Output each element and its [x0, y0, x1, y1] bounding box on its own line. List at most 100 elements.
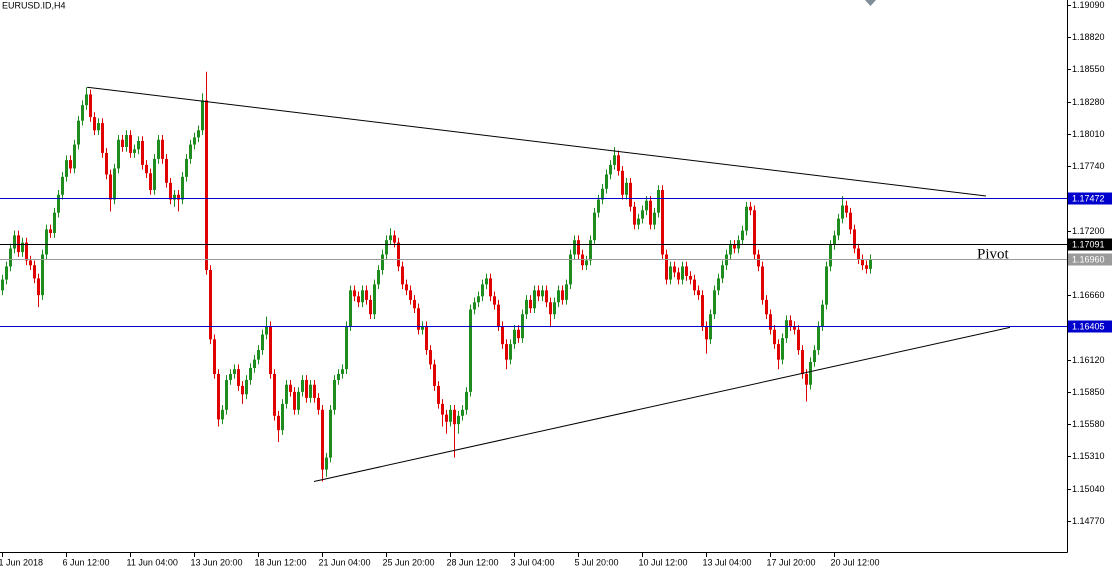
y-tick-label: 1.18280 — [1072, 97, 1105, 107]
x-tick-label: 18 Jun 12:00 — [255, 557, 307, 567]
candle-body — [349, 290, 352, 327]
x-tick-label: 5 Jul 20:00 — [575, 557, 619, 567]
candle-body — [325, 457, 328, 470]
candle-body — [773, 329, 776, 345]
candle-body — [741, 230, 744, 241]
candle-body — [121, 139, 124, 147]
candle-body — [805, 373, 808, 385]
x-tick-label: 28 Jun 12:00 — [447, 557, 499, 567]
candle-body — [605, 174, 608, 189]
candle-body — [853, 229, 856, 249]
x-tick-label: 3 Jul 04:00 — [511, 557, 555, 567]
candle-body — [309, 384, 312, 398]
candle-body — [693, 279, 696, 291]
candle-body — [565, 284, 568, 300]
candle-body — [789, 320, 792, 327]
candle-body — [257, 350, 260, 360]
candle-body — [109, 174, 112, 200]
candle-body — [477, 296, 480, 303]
candle-body — [29, 260, 32, 266]
level-tag — [1068, 238, 1112, 251]
candle-body — [453, 409, 456, 425]
candle-body — [641, 210, 644, 219]
candle-body — [761, 266, 764, 300]
candle-body — [673, 266, 676, 273]
candle-body — [545, 290, 548, 303]
x-tick-label: 21 Jun 04:00 — [319, 557, 371, 567]
candle-body — [281, 403, 284, 431]
candle-body — [73, 144, 76, 169]
y-tick-label: 1.16660 — [1072, 290, 1105, 300]
candle-body — [129, 135, 132, 153]
y-tick-label: 1.19090 — [1072, 0, 1105, 10]
candle-body — [409, 290, 412, 300]
candle-body — [813, 350, 816, 363]
candle-body — [149, 173, 152, 190]
candle-body — [93, 117, 96, 131]
candle-body — [65, 160, 68, 177]
candle-body — [617, 155, 620, 171]
candle-body — [101, 123, 104, 153]
candle-body — [861, 259, 864, 266]
candle-body — [285, 384, 288, 404]
candle-body — [105, 152, 108, 175]
candle-body — [169, 182, 172, 200]
level-label: 1.16960 — [1072, 254, 1105, 264]
x-tick-label: 17 Jul 20:00 — [767, 557, 816, 567]
candle-body — [837, 218, 840, 236]
candle-body — [665, 254, 668, 280]
candle-body — [729, 244, 732, 255]
y-tick-label: 1.16120 — [1072, 355, 1105, 365]
candle-body — [433, 364, 436, 386]
candle-body — [261, 334, 264, 351]
x-tick-label: 6 Jun 12:00 — [63, 557, 110, 567]
candle-body — [381, 254, 384, 271]
candle-body — [717, 278, 720, 291]
candle-body — [785, 320, 788, 339]
y-tick-label: 1.15310 — [1072, 451, 1105, 461]
candle-body — [685, 266, 688, 276]
candle-body — [865, 265, 868, 269]
candle-body — [469, 309, 472, 392]
candle-body — [841, 205, 844, 219]
candle-body — [829, 244, 832, 267]
candle-body — [701, 295, 704, 327]
candle-body — [385, 240, 388, 255]
candle-body — [241, 385, 244, 395]
candle-body — [277, 415, 280, 431]
candle-body — [397, 242, 400, 267]
level-tag — [1068, 253, 1112, 266]
candle-body — [233, 369, 236, 374]
candle-body — [265, 326, 268, 335]
candle-body — [229, 373, 232, 380]
candle-body — [289, 384, 292, 392]
candle-body — [513, 329, 516, 345]
candle-body — [481, 284, 484, 297]
candle-body — [637, 218, 640, 225]
candle-body — [421, 326, 424, 330]
candle-body — [825, 266, 828, 305]
candle-body — [553, 302, 556, 315]
y-tick-label: 1.17740 — [1072, 161, 1105, 171]
candle-body — [37, 278, 40, 296]
candle-body — [849, 212, 852, 230]
candle-body — [833, 235, 836, 245]
trendline — [87, 86, 987, 197]
candle-body — [341, 369, 344, 374]
candle-body — [765, 299, 768, 315]
candle-body — [305, 379, 308, 398]
candle-body — [25, 242, 28, 261]
candle-body — [549, 302, 552, 315]
candle-body — [97, 123, 100, 131]
candle-body — [117, 139, 120, 169]
candle-body — [589, 240, 592, 261]
candle-body — [593, 212, 596, 241]
candle-body — [493, 296, 496, 305]
scroll-marker — [865, 0, 876, 6]
candle-body — [41, 254, 44, 296]
candle-body — [313, 384, 316, 398]
candle-body — [61, 176, 64, 195]
candle-body — [297, 391, 300, 410]
candle-body — [45, 229, 48, 255]
candle-body — [17, 235, 20, 253]
